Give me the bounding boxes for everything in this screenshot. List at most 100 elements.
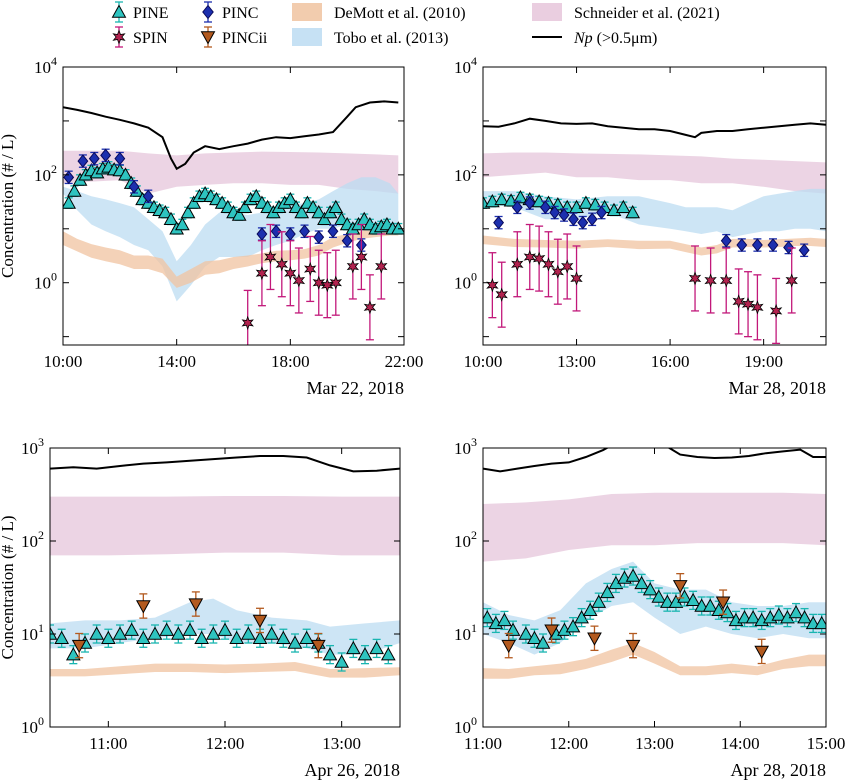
spin-point bbox=[292, 273, 306, 288]
pinc-point bbox=[549, 205, 561, 220]
pine-point bbox=[163, 211, 179, 225]
pincii-point bbox=[672, 580, 688, 594]
y-tick-label: 100 bbox=[34, 270, 57, 293]
y-tick-label: 101 bbox=[21, 621, 44, 644]
y-tick-label: 102 bbox=[34, 162, 57, 185]
pine-point bbox=[135, 630, 151, 644]
pine-point bbox=[582, 602, 598, 616]
pine-point bbox=[745, 610, 761, 624]
y-tick-exponent: 2 bbox=[38, 528, 44, 542]
pine-point bbox=[505, 622, 521, 636]
y-tick-base: 10 bbox=[454, 718, 471, 737]
pine-point bbox=[771, 607, 787, 621]
legend-label-rest: (>0.5μm) bbox=[593, 30, 658, 47]
pine-point bbox=[814, 615, 826, 630]
pine-point bbox=[170, 626, 186, 640]
spin-point bbox=[486, 278, 499, 293]
pinc-point bbox=[142, 189, 154, 204]
legend-item-demott-et-al-2010-: DeMott et al. (2010) bbox=[292, 3, 466, 22]
pine-point bbox=[527, 630, 542, 644]
y-axis-label: Concentration (# / L) bbox=[0, 516, 17, 660]
pinc-point bbox=[327, 224, 339, 239]
legend-item--0-5-m-: Np (>0.5μm) bbox=[532, 30, 657, 47]
x-tick-label: 12:00 bbox=[549, 734, 588, 753]
y-tick-exponent: 4 bbox=[471, 54, 477, 68]
y-tick-exponent: 0 bbox=[38, 714, 44, 728]
y-tick-label: 101 bbox=[454, 621, 477, 644]
legend-label: Schneider et al. (2021) bbox=[574, 5, 720, 22]
spin-point bbox=[741, 297, 755, 312]
pine-point bbox=[702, 598, 718, 612]
x-tick-label: 13:00 bbox=[557, 352, 596, 371]
spin-point bbox=[719, 273, 733, 288]
legend-item-schneider-et-al-2021-: Schneider et al. (2021) bbox=[532, 3, 720, 22]
demott-band bbox=[50, 662, 400, 678]
schneider-band bbox=[63, 150, 399, 194]
pinc-point bbox=[284, 227, 296, 241]
pincii-point bbox=[252, 614, 268, 628]
x-tick-label: 14:00 bbox=[721, 734, 760, 753]
pine-point bbox=[124, 622, 140, 636]
pinc-point bbox=[313, 230, 325, 244]
y-tick-label: 103 bbox=[21, 435, 44, 458]
legend-item-pinc: PINC bbox=[202, 1, 258, 23]
pine-point bbox=[788, 605, 804, 619]
pine-point bbox=[642, 582, 658, 596]
np-line bbox=[483, 448, 826, 473]
pine-point bbox=[634, 575, 649, 590]
pine-point bbox=[299, 630, 315, 644]
pine-point bbox=[345, 640, 361, 655]
y-tick-base: 10 bbox=[34, 274, 51, 293]
pine-point bbox=[497, 612, 512, 627]
pine-point bbox=[578, 195, 594, 209]
y-tick-label: 102 bbox=[454, 528, 477, 551]
pinc-point bbox=[586, 212, 598, 227]
legend-item-pincii: PINCii bbox=[200, 26, 268, 48]
legend-label: PINE bbox=[133, 5, 169, 22]
pine-point bbox=[159, 622, 175, 636]
date-label: Mar 22, 2018 bbox=[307, 378, 405, 398]
pinc-point bbox=[299, 224, 310, 239]
legend: PINE SPIN PINC PINCii DeMott et al. (2010) To… bbox=[111, 1, 720, 48]
schneider-band bbox=[483, 152, 826, 194]
pine-point bbox=[322, 647, 338, 661]
pine-point bbox=[287, 635, 303, 649]
pine-point bbox=[147, 626, 163, 640]
pine-point bbox=[599, 584, 615, 599]
pincii-point bbox=[625, 639, 641, 654]
plot-area bbox=[483, 117, 826, 345]
pinc-point bbox=[256, 227, 268, 241]
np-line bbox=[483, 117, 826, 139]
spin-point bbox=[241, 315, 254, 331]
x-tick-label: 22:00 bbox=[385, 352, 424, 371]
legend-swatch bbox=[292, 3, 322, 21]
x-tick-label: 14:00 bbox=[157, 352, 196, 371]
pincii-point bbox=[754, 645, 770, 659]
spin-point bbox=[511, 257, 524, 272]
y-tick-base: 10 bbox=[454, 625, 471, 644]
pine-point bbox=[615, 199, 631, 214]
pine-point bbox=[50, 626, 58, 640]
spin-point bbox=[688, 271, 702, 286]
pine-point bbox=[205, 626, 221, 640]
pine-point bbox=[194, 630, 210, 644]
y-tick-base: 10 bbox=[21, 625, 38, 644]
y-tick-label: 102 bbox=[454, 162, 477, 185]
pinc-point bbox=[567, 212, 579, 227]
pine-point bbox=[565, 619, 581, 633]
legend-label: Tobo et al. (2013) bbox=[334, 30, 448, 47]
legend-label: DeMott et al. (2010) bbox=[334, 5, 466, 22]
pine-point bbox=[625, 205, 641, 219]
pinc-point bbox=[77, 154, 89, 168]
pine-point bbox=[625, 568, 641, 582]
y-tick-base: 10 bbox=[34, 166, 51, 185]
pine-point bbox=[294, 205, 310, 219]
demott-band bbox=[63, 226, 399, 288]
pine-point bbox=[186, 195, 202, 209]
y-tick-base: 10 bbox=[21, 532, 38, 551]
y-tick-label: 103 bbox=[454, 435, 477, 458]
y-tick-base: 10 bbox=[454, 58, 471, 77]
pine-point bbox=[390, 221, 404, 235]
